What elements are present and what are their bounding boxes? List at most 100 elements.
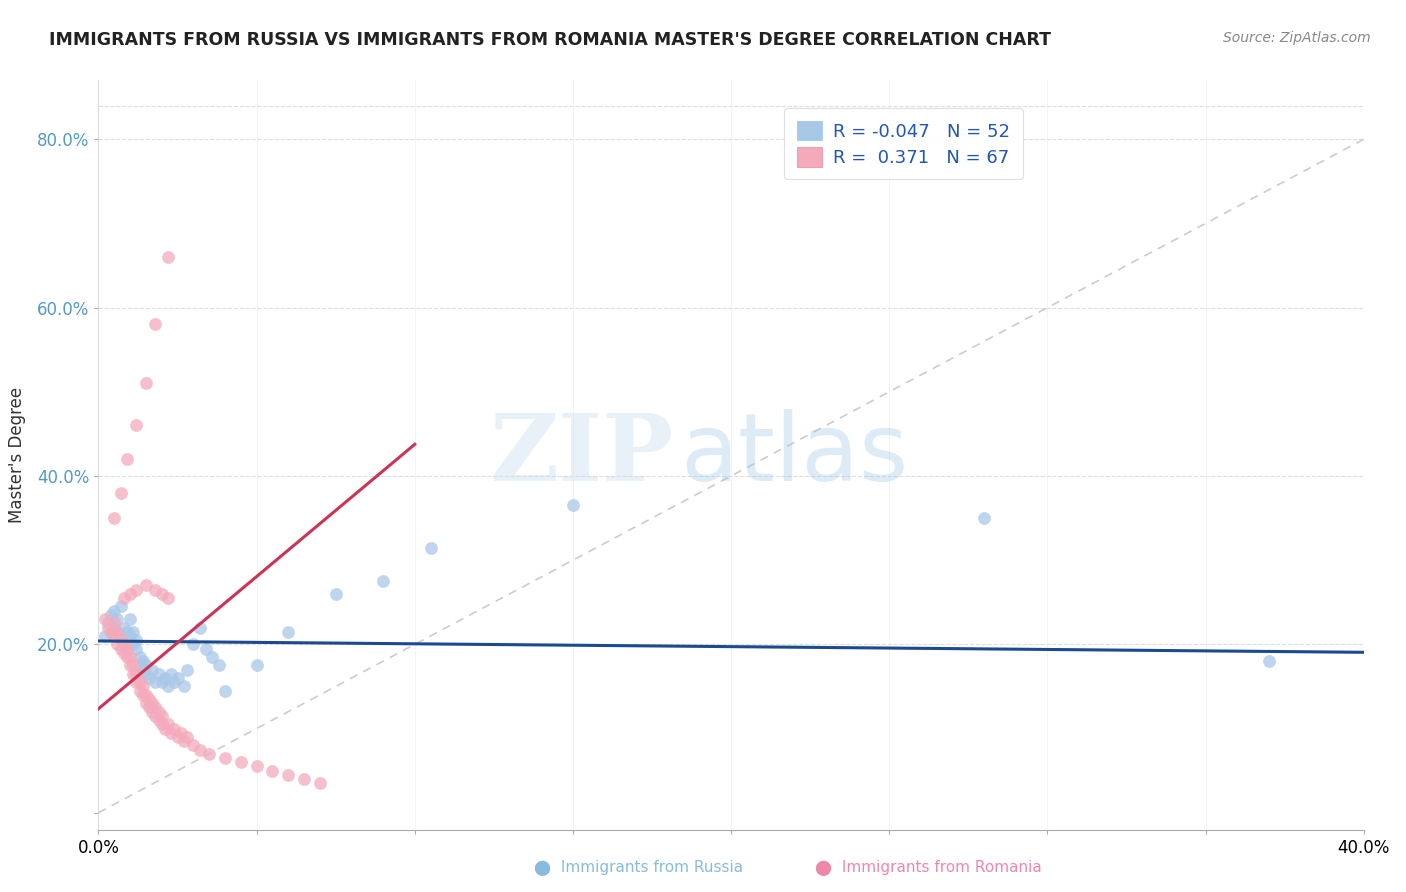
Point bbox=[112, 620, 135, 634]
Point bbox=[1257, 654, 1279, 668]
Text: ⬤  Immigrants from Russia: ⬤ Immigrants from Russia bbox=[534, 860, 744, 876]
Point bbox=[292, 772, 315, 786]
Text: atlas: atlas bbox=[681, 409, 908, 501]
Point bbox=[132, 654, 155, 668]
Point bbox=[132, 688, 155, 702]
Point bbox=[107, 612, 129, 626]
Point bbox=[103, 620, 125, 634]
Point bbox=[138, 671, 160, 685]
Point bbox=[138, 692, 160, 706]
Point bbox=[103, 511, 125, 525]
Point bbox=[173, 680, 195, 694]
Point bbox=[103, 629, 125, 643]
Point bbox=[120, 587, 141, 601]
Text: Source: ZipAtlas.com: Source: ZipAtlas.com bbox=[1223, 31, 1371, 45]
Point bbox=[157, 680, 180, 694]
Point bbox=[214, 751, 236, 765]
Point bbox=[135, 578, 157, 592]
Point bbox=[132, 680, 155, 694]
Point bbox=[148, 705, 170, 719]
Point bbox=[198, 747, 221, 761]
Point bbox=[120, 629, 141, 643]
Point bbox=[110, 633, 132, 648]
Point bbox=[122, 658, 145, 673]
Point bbox=[163, 675, 186, 690]
Point bbox=[183, 739, 205, 753]
Point bbox=[277, 768, 299, 782]
Point bbox=[214, 683, 236, 698]
Point bbox=[176, 663, 198, 677]
Point bbox=[122, 637, 145, 651]
Point bbox=[145, 318, 166, 332]
Point bbox=[132, 663, 155, 677]
Point bbox=[110, 599, 132, 614]
Point bbox=[125, 582, 148, 597]
Point bbox=[201, 650, 224, 665]
Point bbox=[150, 717, 173, 731]
Point bbox=[150, 587, 173, 601]
Point bbox=[973, 511, 995, 525]
Point bbox=[166, 730, 188, 744]
Point bbox=[208, 658, 231, 673]
Point bbox=[371, 574, 394, 589]
Point bbox=[97, 616, 120, 631]
Point bbox=[120, 650, 141, 665]
Point bbox=[145, 700, 166, 714]
Point bbox=[160, 725, 183, 739]
Point bbox=[145, 709, 166, 723]
Point bbox=[169, 725, 191, 739]
Point bbox=[163, 722, 186, 736]
Point bbox=[93, 612, 117, 626]
Point bbox=[125, 418, 148, 433]
Point bbox=[128, 650, 150, 665]
Point bbox=[141, 705, 163, 719]
Point bbox=[229, 755, 252, 769]
Point bbox=[128, 683, 150, 698]
Point bbox=[135, 696, 157, 710]
Point bbox=[107, 624, 129, 639]
Point bbox=[112, 646, 135, 660]
Point bbox=[246, 658, 269, 673]
Point bbox=[561, 499, 585, 513]
Point bbox=[325, 587, 347, 601]
Point bbox=[246, 759, 269, 773]
Point bbox=[148, 713, 170, 727]
Point bbox=[125, 641, 148, 656]
Point bbox=[141, 663, 163, 677]
Point bbox=[97, 620, 120, 634]
Point bbox=[148, 666, 170, 681]
Point bbox=[419, 541, 441, 555]
Point bbox=[141, 696, 163, 710]
Point bbox=[150, 675, 173, 690]
Point bbox=[166, 671, 188, 685]
Point bbox=[157, 591, 180, 605]
Point bbox=[110, 485, 132, 500]
Point bbox=[103, 604, 125, 618]
Point bbox=[115, 641, 138, 656]
Point bbox=[93, 629, 117, 643]
Point bbox=[135, 658, 157, 673]
Point bbox=[277, 624, 299, 639]
Point bbox=[138, 700, 160, 714]
Point bbox=[145, 675, 166, 690]
Point bbox=[150, 709, 173, 723]
Point bbox=[188, 742, 211, 756]
Point bbox=[110, 633, 132, 648]
Point bbox=[107, 624, 129, 639]
Point bbox=[103, 616, 125, 631]
Text: IMMIGRANTS FROM RUSSIA VS IMMIGRANTS FROM ROMANIA MASTER'S DEGREE CORRELATION CH: IMMIGRANTS FROM RUSSIA VS IMMIGRANTS FRO… bbox=[49, 31, 1052, 49]
Point bbox=[112, 637, 135, 651]
Point bbox=[153, 722, 176, 736]
Point bbox=[135, 376, 157, 391]
Point bbox=[115, 650, 138, 665]
Point bbox=[100, 607, 122, 622]
Point bbox=[128, 658, 150, 673]
Point bbox=[157, 717, 180, 731]
Point bbox=[115, 641, 138, 656]
Point bbox=[125, 675, 148, 690]
Point bbox=[188, 620, 211, 634]
Point bbox=[125, 633, 148, 648]
Point bbox=[135, 666, 157, 681]
Point bbox=[176, 730, 198, 744]
Point bbox=[128, 675, 150, 690]
